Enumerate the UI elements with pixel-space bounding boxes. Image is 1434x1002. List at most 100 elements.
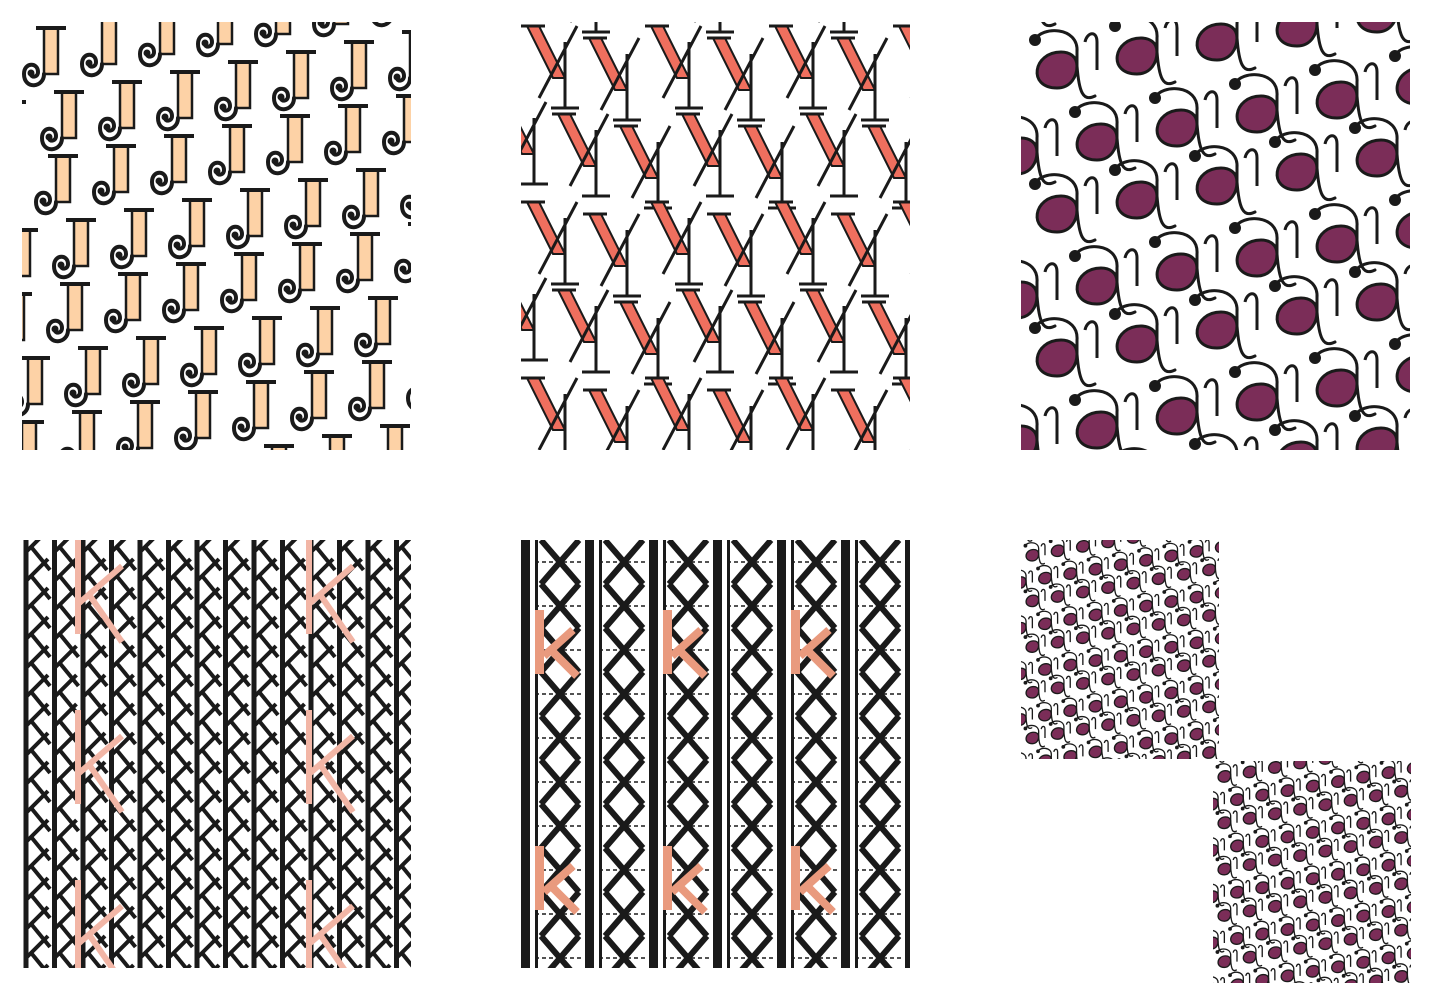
a-loop	[1358, 787, 1364, 801]
y-glyph	[769, 376, 827, 450]
k-lower-leg	[87, 952, 104, 968]
j-spiral	[225, 224, 250, 250]
k-upper-arm	[338, 673, 363, 699]
a-loop	[1083, 176, 1099, 214]
k-lower-leg	[30, 575, 52, 601]
k-lower-leg	[201, 691, 223, 717]
k-upper-arm	[53, 702, 78, 728]
a-loop	[1141, 616, 1147, 629]
a-glyph	[1175, 698, 1198, 721]
a-bowl	[1255, 834, 1270, 848]
k-upper-arm	[81, 876, 107, 902]
k-upper-arm	[195, 847, 221, 873]
a-bowl	[1021, 667, 1027, 681]
a-bowl	[1088, 699, 1103, 713]
a-bowl	[1293, 802, 1308, 816]
a-glyph	[1392, 777, 1411, 801]
a-loop	[1163, 22, 1179, 56]
j-glyph	[225, 188, 270, 250]
a-bowl	[1267, 946, 1282, 960]
j-spiral	[207, 160, 232, 186]
a-glyph	[1069, 245, 1139, 315]
a-loop	[1217, 603, 1219, 607]
a-terminal-dot	[1392, 825, 1397, 830]
k-highlight-leg	[318, 594, 356, 644]
j-stem	[188, 198, 206, 248]
j-glyph	[265, 114, 310, 176]
k-upper-arm	[366, 644, 392, 670]
a-loop	[1409, 825, 1411, 829]
j-stem	[246, 188, 264, 238]
k-lower-leg	[343, 894, 366, 920]
a-loop	[1154, 730, 1160, 744]
a-loop	[1320, 866, 1327, 879]
a-terminal-dot	[1086, 694, 1091, 699]
a-glyph	[1061, 606, 1084, 629]
a-bowl	[1088, 654, 1103, 667]
a-bowl	[1318, 844, 1333, 858]
k-upper-arm	[281, 760, 306, 786]
j-glyph	[380, 424, 410, 450]
a-terminal-dot	[1074, 671, 1078, 676]
k-upper-arm	[81, 789, 107, 815]
k-upper-arm	[138, 702, 164, 728]
a-glyph	[1021, 115, 1059, 185]
a-glyph	[1137, 592, 1160, 616]
a-glyph	[1389, 189, 1410, 249]
strip-bar	[841, 540, 850, 968]
a-glyph	[1213, 929, 1226, 953]
k-lower-leg	[286, 865, 309, 891]
j-glyph	[347, 360, 392, 422]
a-stroke	[1027, 540, 1033, 542]
a-bowl	[1213, 843, 1219, 857]
k-upper-arm	[138, 847, 164, 873]
a-glyph	[1253, 874, 1276, 898]
a-glyph	[1367, 967, 1390, 983]
a-loop	[1078, 698, 1084, 711]
a-terminal-dot	[1212, 626, 1217, 631]
k-upper-arm	[110, 731, 135, 757]
a-terminal-dot	[1212, 581, 1217, 586]
a-bowl	[1230, 839, 1244, 853]
a-glyph	[1267, 761, 1289, 777]
a-stroke	[1041, 22, 1057, 27]
a-bowl	[1230, 978, 1244, 983]
y-thin-arm	[605, 389, 641, 450]
k-upper-arm	[309, 905, 335, 931]
a-bowl	[1035, 194, 1079, 234]
a-terminal-dot	[1367, 784, 1371, 789]
a-glyph	[1099, 665, 1122, 689]
k-lower-leg	[58, 952, 75, 968]
a-bowl	[1126, 668, 1141, 681]
j-stem	[274, 22, 292, 36]
j-glyph	[103, 272, 148, 334]
a-bowl	[1280, 923, 1295, 936]
a-bowl	[1151, 709, 1166, 723]
k-upper-arm	[224, 934, 249, 960]
a-glyph	[1200, 556, 1219, 580]
a-terminal-dot	[1269, 280, 1281, 292]
a-terminal-dot	[1215, 764, 1220, 769]
a-glyph	[1291, 795, 1314, 819]
a-glyph	[1354, 763, 1377, 787]
a-bowl	[1075, 122, 1119, 162]
a-glyph	[1278, 869, 1301, 893]
k-upper-arm	[395, 766, 411, 786]
k-upper-arm	[366, 731, 392, 757]
k-upper-arm	[281, 905, 306, 931]
k-upper-arm	[53, 586, 78, 612]
a-glyph	[1269, 419, 1339, 450]
a-glyph	[1240, 943, 1263, 967]
j-glyph	[271, 50, 316, 112]
a-bowl	[1113, 741, 1128, 754]
j-stem	[118, 80, 136, 130]
j-spiral-dot	[57, 261, 65, 269]
k-salmon-arm	[797, 627, 832, 659]
a-terminal-dot	[1316, 839, 1321, 844]
a-terminal-dot	[1029, 178, 1041, 190]
k-lower-leg	[343, 778, 366, 804]
k-lower-leg	[258, 807, 280, 833]
k-lower-leg	[400, 894, 411, 910]
a-terminal-dot	[1149, 567, 1154, 572]
k-upper-arm	[81, 905, 107, 931]
